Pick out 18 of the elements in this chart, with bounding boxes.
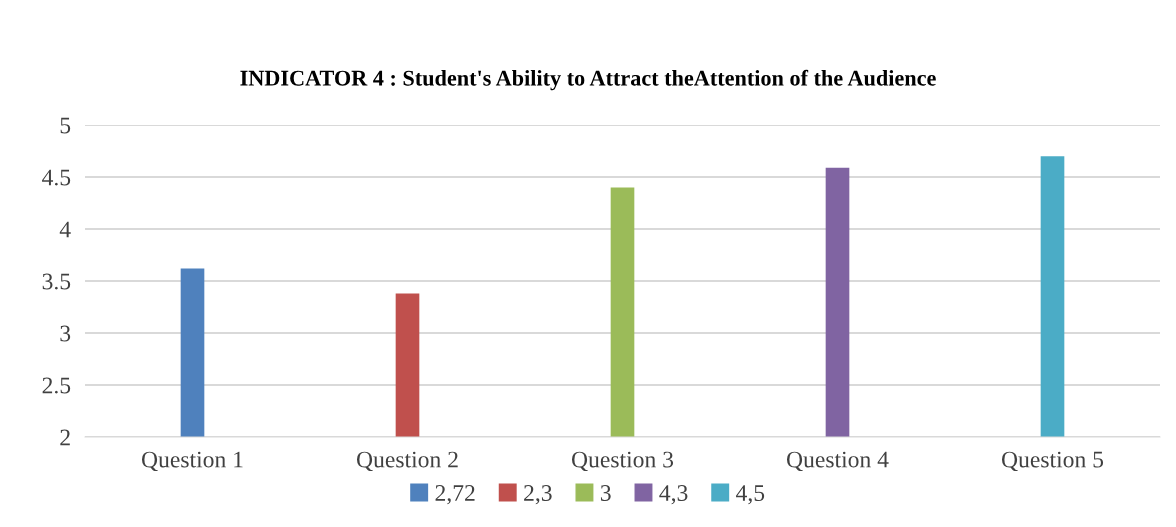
legend-label: 4,5 [736, 485, 765, 505]
legend-label: 2,72 [435, 485, 475, 505]
y-tick-label: 4.5 [42, 169, 71, 186]
y-tick-label: 5 [60, 117, 71, 134]
x-tick-label: Question 2 [356, 451, 458, 472]
legend-label: 2,3 [524, 485, 552, 505]
y-tick-label: 2.5 [42, 377, 71, 394]
chart-title: INDICATOR 4 : Student's Ability to Attract theAttention of the Audience [240, 69, 936, 91]
y-tick-label: 3 [60, 325, 71, 342]
y-tick-label: 3.5 [42, 273, 71, 290]
legend-label: 3 [600, 485, 611, 501]
legend-label: 4,3 [659, 485, 688, 505]
x-tick-label: Question 4 [786, 451, 889, 472]
x-tick-label: Question 1 [141, 451, 243, 472]
x-tick-label: Question 5 [1001, 451, 1104, 472]
x-tick-label: Question 3 [571, 451, 674, 472]
y-tick-label: 4 [59, 221, 71, 238]
y-tick-label: 2 [60, 429, 70, 446]
